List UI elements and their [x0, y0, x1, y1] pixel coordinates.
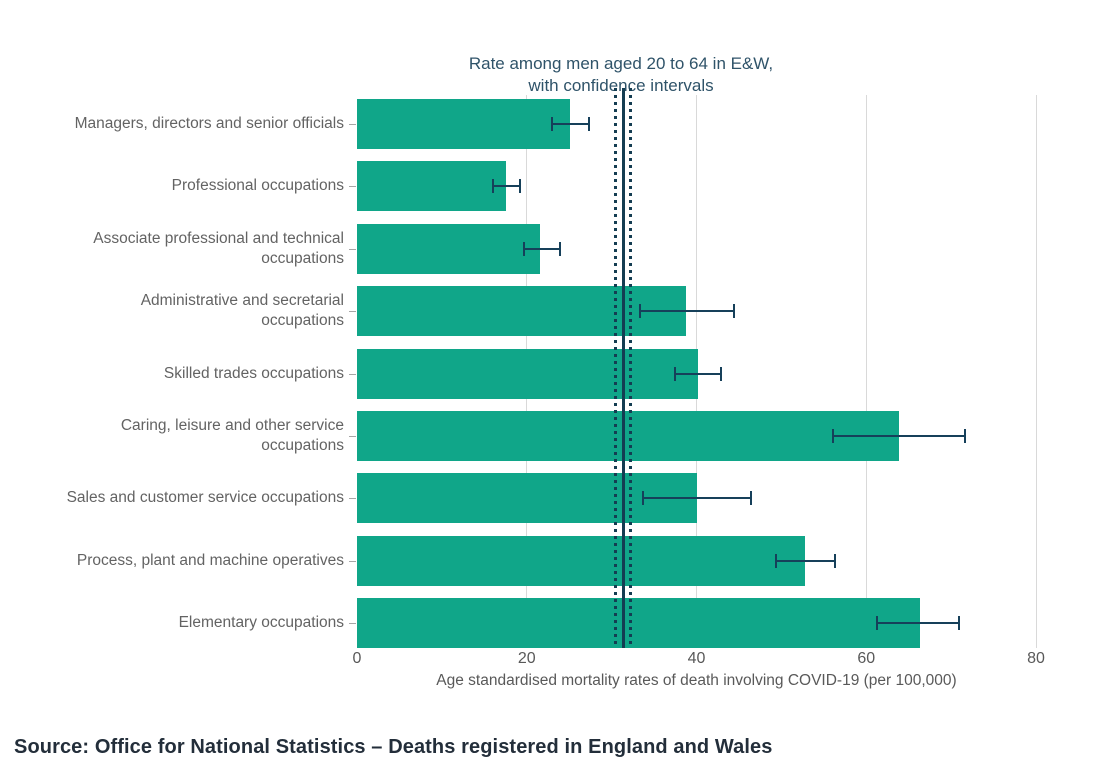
error-bar	[774, 553, 836, 568]
bar	[357, 473, 698, 524]
category-label: Administrative and secretarial occupatio…	[140, 292, 344, 330]
error-bar-cap-right	[963, 429, 966, 443]
error-bar-line	[832, 435, 966, 437]
error-bar	[674, 366, 722, 381]
error-bar-cap-right	[833, 553, 836, 568]
x-tick-label: 80	[1027, 650, 1045, 667]
error-bar-cap-left	[832, 429, 835, 443]
error-bar-cap-right	[749, 491, 752, 506]
gridline	[865, 95, 867, 648]
category-label: Process, plant and machine operatives	[76, 551, 344, 569]
error-bar-cap-left	[491, 179, 494, 194]
y-tick-mark	[349, 373, 356, 375]
error-bar-line	[774, 559, 836, 562]
x-tick-label: 40	[687, 650, 706, 667]
error-bar	[550, 117, 591, 131]
error-bar	[642, 491, 752, 506]
y-tick-mark	[349, 311, 356, 313]
y-tick-mark	[349, 248, 356, 250]
bar	[357, 598, 920, 649]
bar	[357, 99, 571, 149]
reference-line	[622, 88, 625, 648]
error-bar-cap-right	[558, 241, 561, 256]
x-tick-label: 60	[857, 650, 876, 667]
category-label: Skilled trades occupations	[163, 364, 344, 382]
y-axis-labels: Managers, directors and senior officials…	[0, 95, 356, 648]
category-label: Managers, directors and senior officials	[74, 115, 344, 132]
category-label: Professional occupations	[171, 177, 344, 195]
gridline	[1035, 95, 1037, 648]
y-tick-mark	[349, 436, 356, 437]
error-bar	[491, 179, 521, 194]
bar	[357, 535, 806, 586]
x-tick-label: 20	[517, 650, 536, 667]
error-bar-cap-right	[518, 179, 521, 194]
error-bar-line	[674, 372, 722, 375]
y-tick-mark	[349, 186, 356, 188]
x-tick-label: 0	[352, 650, 362, 667]
error-bar-line	[550, 123, 591, 125]
bar	[357, 223, 541, 274]
x-axis-ticks: 0 20 40 60 80	[353, 650, 1045, 670]
error-bar	[638, 304, 735, 319]
y-tick-mark	[349, 124, 356, 125]
error-bar-cap-right	[719, 366, 722, 381]
error-bar-line	[638, 310, 735, 313]
error-bar-cap-left	[774, 553, 777, 568]
category-label: Elementary occupations	[178, 614, 344, 632]
error-bar-cap-left	[642, 491, 645, 506]
error-bar	[522, 241, 561, 256]
reference-ci-line	[614, 88, 618, 648]
y-tick-mark	[349, 560, 356, 562]
reference-ci-line	[628, 88, 632, 648]
error-bar-line	[876, 622, 961, 625]
error-bar	[832, 429, 966, 443]
error-bar-cap-right	[958, 616, 961, 631]
category-label: Associate professional and technical occ…	[93, 229, 344, 267]
error-bar-cap-left	[674, 366, 677, 381]
error-bar-line	[491, 185, 521, 188]
bar	[357, 411, 900, 461]
y-tick-mark	[349, 498, 356, 500]
error-bar-cap-right	[588, 117, 591, 131]
category-label: Caring, leisure and other service occupa…	[120, 417, 344, 454]
error-bar-cap-left	[876, 616, 879, 631]
error-bar	[876, 616, 961, 631]
error-bar-cap-left	[550, 117, 553, 131]
category-label: Sales and customer service occupations	[66, 489, 344, 507]
plot-area	[357, 88, 1037, 649]
error-bar-line	[522, 247, 561, 250]
bar	[357, 161, 507, 212]
bar	[357, 348, 699, 399]
bar	[357, 286, 687, 337]
source-text: Source: Office for National Statistics –…	[14, 736, 773, 758]
error-bar-cap-right	[732, 304, 735, 319]
y-tick-mark	[349, 623, 356, 625]
error-bar-cap-left	[638, 304, 641, 319]
chart-title: Rate among men aged 20 to 64 in E&W, wit…	[468, 54, 774, 95]
error-bar-cap-left	[522, 241, 525, 256]
x-axis-title: Age standardised mortality rates of deat…	[436, 672, 957, 689]
error-bar-line	[642, 497, 752, 500]
